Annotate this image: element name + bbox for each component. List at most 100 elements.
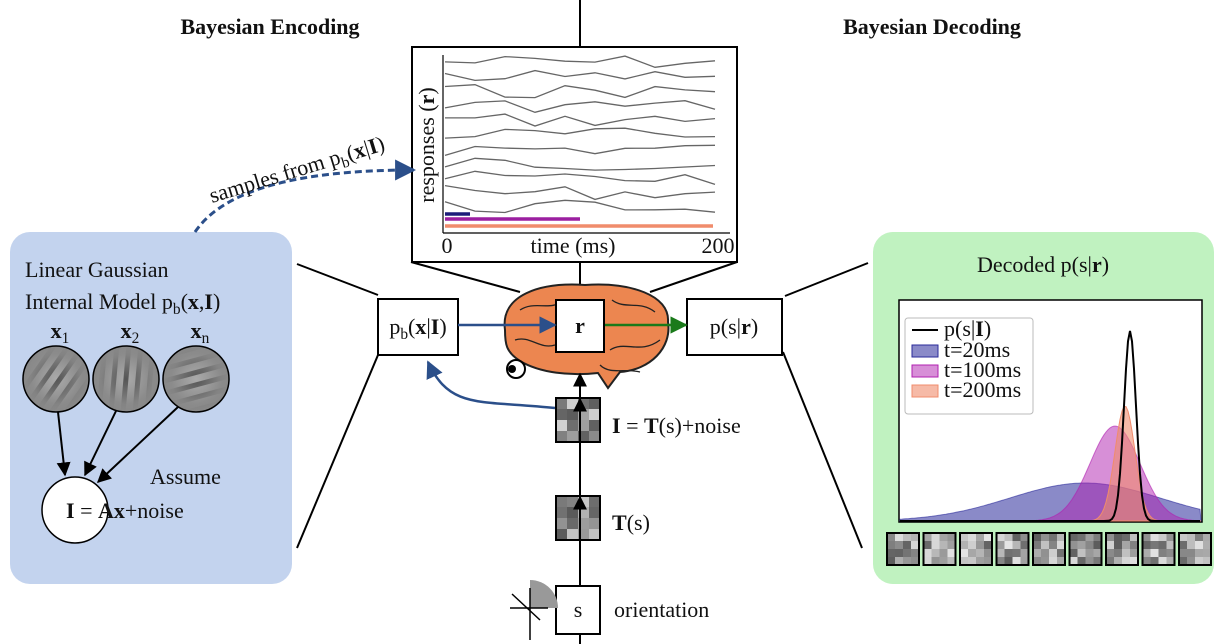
decoding-title-part: r [1092,252,1102,277]
candidate-patch-pixel [903,557,911,565]
model-line2-part: x [188,289,199,314]
legend-label: t=200ms [944,377,1021,402]
image-patch-pixel [589,431,600,442]
candidate-patch-pixel [1013,549,1021,557]
latent-label-part: n [202,330,210,347]
candidate-patch-pixel [968,549,976,557]
candidate-patch-pixel [948,557,956,565]
candidate-patch-pixel [1151,541,1159,549]
image-patch-pixel [556,398,567,409]
candidate-patch-pixel [1130,533,1138,541]
template-patch-pixel [556,496,567,507]
candidate-patch-pixel [924,557,932,565]
candidate-patch-pixel [1114,557,1122,565]
candidate-patch-pixel [1057,557,1065,565]
candidate-patch-pixel [976,549,984,557]
candidate-patch-pixel [948,533,956,541]
template-patch-pixel [567,518,578,529]
candidate-patch-pixel [984,557,992,565]
candidate-patch-pixel [1114,533,1122,541]
candidate-patch-pixel [976,541,984,549]
candidate-patch-pixel [1195,541,1203,549]
candidate-patch-pixel [1187,557,1195,565]
gabor-fade [163,346,229,412]
candidate-patch-pixel [1070,549,1078,557]
model-line2-part: ) [213,289,220,314]
model-line2-part: ( [181,289,188,314]
model-line2: Internal Model pb(x,I) [25,289,220,318]
candidate-patch-pixel [1159,549,1167,557]
generative-equation-part: Ax [98,498,125,523]
model-line2-part: I [204,289,213,314]
candidate-patch-pixel [1203,557,1211,565]
connector [297,264,378,295]
candidate-patch-pixel [1187,533,1195,541]
model-line2-part: Internal Model p [25,289,173,314]
candidate-patch-pixel [1130,549,1138,557]
template-label-part: (s) [627,510,650,535]
candidate-patch-pixel [1187,549,1195,557]
candidate-patch-pixel [1130,541,1138,549]
orientation-label: orientation [614,597,709,622]
candidate-patch-pixel [997,549,1005,557]
template-patch-pixel [567,507,578,518]
raster-t-end: 200 [702,233,735,258]
connector [785,263,868,296]
candidate-patch-pixel [1179,557,1187,565]
candidate-patch-pixel [895,557,903,565]
candidate-patch-pixel [940,549,948,557]
latent-label-part: x [121,318,132,343]
candidate-patch-pixel [1049,557,1057,565]
raster-box [412,47,737,262]
candidate-patch-pixel [1033,541,1041,549]
candidate-patch-pixel [887,549,895,557]
candidate-patch-pixel [1106,533,1114,541]
candidate-patch-pixel [1143,541,1151,549]
candidate-patch-pixel [1106,557,1114,565]
connector [411,262,520,292]
latent-label-part: 1 [62,330,70,347]
template-label-part: T [612,510,627,535]
decoding-title-part: Decoded p(s| [977,252,1092,277]
candidate-patch-pixel [911,533,919,541]
candidate-patch-pixel [1049,549,1057,557]
image-label-part: T [644,413,659,438]
image-patch-pixel [567,409,578,420]
candidate-patch-pixel [903,541,911,549]
decoder-label-part: ) [751,314,758,339]
candidate-patch-pixel [1159,533,1167,541]
candidate-patch-pixel [1195,549,1203,557]
image-label-part: = [621,413,644,438]
candidate-patch-pixel [1070,541,1078,549]
image-patch-pixel [556,420,567,431]
image-patch-pixel [556,409,567,420]
posterior-label-part: ) [439,314,446,339]
decoding-title: Bayesian Decoding [843,14,1021,39]
candidate-patch-pixel [948,549,956,557]
candidate-patch-pixel [1086,533,1094,541]
image-patch-pixel [589,420,600,431]
template-patch-pixel [556,507,567,518]
model-line1: Linear Gaussian [25,257,169,282]
candidate-patch-pixel [1094,549,1102,557]
image-patch-pixel [556,431,567,442]
candidate-patch-pixel [1167,533,1175,541]
candidate-patch-pixel [1179,549,1187,557]
candidate-patch-pixel [911,549,919,557]
candidate-patch-pixel [1013,541,1021,549]
gabor-fade [23,346,89,412]
decoding-title: Decoded p(s|r) [977,252,1109,277]
template-patch-pixel [589,529,600,540]
candidate-patch-pixel [960,533,968,541]
image-patch-pixel [567,420,578,431]
posterior-label-part: x [415,314,426,339]
template-label: T(s) [612,510,650,535]
candidate-patch-pixel [932,541,940,549]
candidate-patch-pixel [1078,541,1086,549]
candidate-patch-pixel [1041,549,1049,557]
gabor-fade [93,346,159,412]
candidate-patch-pixel [903,533,911,541]
candidate-patch-pixel [1013,557,1021,565]
candidate-patch-pixel [1094,533,1102,541]
generative-equation-part: = [75,498,98,523]
